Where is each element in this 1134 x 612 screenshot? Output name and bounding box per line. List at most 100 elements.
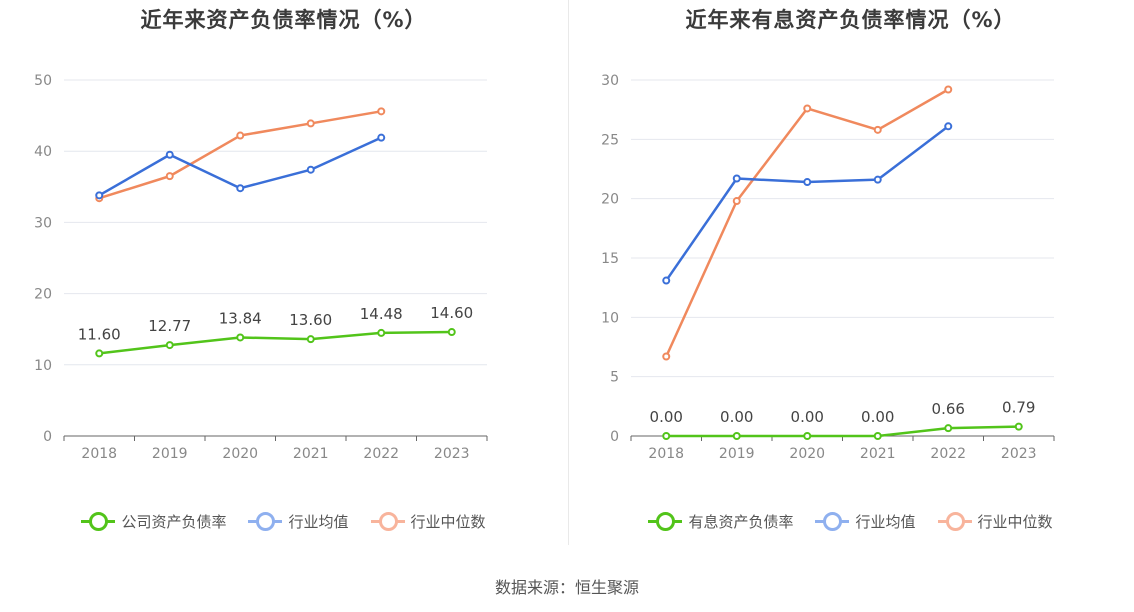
chart-title: 近年来有息资产负债率情况（%）: [685, 8, 1016, 32]
data-point: [944, 424, 953, 433]
data-point: [377, 328, 386, 337]
legend-marker-icon: [815, 510, 850, 532]
data-point: [803, 432, 812, 440]
data-point: [803, 178, 812, 187]
legend-label: 行业均值: [288, 512, 349, 531]
legend-label: 行业均值: [855, 512, 916, 531]
series-line: [666, 425, 1019, 438]
data-point: [732, 432, 741, 440]
data-label: 0.66: [932, 400, 965, 418]
legend-marker-icon: [81, 510, 116, 532]
data-point: [662, 432, 671, 440]
chart-title: 近年来资产负债率情况（%）: [140, 8, 427, 32]
data-label: 14.48: [360, 305, 403, 323]
data-point: [873, 125, 882, 134]
data-label: 0.00: [791, 408, 824, 426]
x-tick-label: 2019: [152, 446, 188, 462]
data-point: [662, 276, 671, 285]
chart-panel-right: 近年来有息资产负债率情况（%） 0 5 10 15 20 25 30 2018 2019 2020…: [567, 0, 1134, 560]
legend-label: 有息资产负债率: [688, 512, 794, 531]
y-tick-label: 30: [601, 73, 619, 89]
series-line: [665, 88, 949, 358]
data-point: [944, 122, 953, 131]
y-tick-label: 25: [601, 132, 619, 148]
y-tick-label: 5: [610, 370, 619, 386]
series-line: [665, 125, 950, 282]
x-tick-label: 2021: [293, 446, 329, 462]
x-tick-label: 2020: [222, 446, 258, 462]
legend: 公司资产负债率 行业均值 行业中位数: [0, 510, 567, 532]
data-point: [732, 197, 741, 206]
data-label: 14.60: [430, 304, 473, 322]
data-point: [236, 184, 245, 193]
data-label: 0.00: [861, 408, 894, 426]
legend-label: 行业中位数: [410, 512, 486, 531]
x-tick-label: 2022: [930, 446, 966, 462]
y-tick-label: 0: [610, 429, 619, 445]
x-tick-label: 2019: [719, 446, 755, 462]
y-tick-label: 30: [34, 215, 52, 231]
x-tick-label: 2022: [363, 446, 399, 462]
chart-panel-left: 近年来资产负债率情况（%） 0 10 20 30 40 50 2018 2019 2020 202…: [0, 0, 567, 560]
data-point: [447, 328, 456, 337]
y-tick-label: 10: [601, 310, 619, 326]
data-point: [95, 191, 104, 200]
x-tick-label: 2023: [434, 446, 470, 462]
data-label: 11.60: [78, 325, 121, 343]
line-chart-interest-bearing-debt-ratio: 0 5 10 15 20 25 30 2018 2019 2020 2021 2022 2023 0.00…: [601, 73, 1055, 462]
legend-item-industry-median[interactable]: 行业中位数: [937, 510, 1053, 532]
data-point: [944, 85, 953, 94]
data-point: [306, 165, 315, 174]
data-point: [236, 131, 245, 140]
y-tick-label: 20: [34, 287, 52, 303]
y-tick-label: 20: [601, 192, 619, 208]
series-line: [99, 330, 452, 355]
y-tick-label: 0: [43, 429, 52, 445]
legend-item-industry-median[interactable]: 行业中位数: [370, 510, 486, 532]
legend-marker-icon: [648, 510, 683, 532]
data-point: [873, 175, 882, 184]
data-point: [95, 349, 104, 358]
data-point: [236, 333, 245, 342]
x-tick-label: 2020: [789, 446, 825, 462]
data-source-note: 数据来源：恒生聚源: [494, 578, 639, 597]
data-point: [662, 352, 671, 361]
data-label: 0.79: [1002, 399, 1035, 417]
data-point: [732, 174, 741, 183]
data-point: [306, 335, 315, 344]
x-tick-label: 2021: [860, 446, 896, 462]
legend-marker-icon: [248, 510, 283, 532]
x-tick-label: 2018: [81, 446, 117, 462]
legend-marker-icon: [370, 510, 405, 532]
legend-label: 公司资产负债率: [121, 512, 227, 531]
data-point: [873, 432, 882, 440]
y-tick-label: 15: [601, 251, 619, 267]
y-tick-label: 10: [34, 358, 52, 374]
data-point: [803, 104, 812, 113]
data-label: 0.00: [720, 408, 753, 426]
data-point: [377, 107, 386, 116]
legend-item-industry-mean[interactable]: 行业均值: [248, 510, 349, 532]
data-point: [1014, 422, 1023, 431]
legend-item-industry-mean[interactable]: 行业均值: [815, 510, 916, 532]
data-point: [165, 150, 174, 159]
data-point: [165, 341, 174, 350]
panel-divider: [568, 0, 569, 545]
legend-label: 行业中位数: [977, 512, 1053, 531]
x-tick-label: 2023: [1001, 446, 1037, 462]
legend-item-company[interactable]: 有息资产负债率: [648, 510, 793, 532]
y-tick-label: 40: [34, 144, 52, 160]
data-label: 13.84: [219, 309, 262, 327]
data-point: [165, 172, 174, 181]
legend-item-company[interactable]: 公司资产负债率: [81, 510, 226, 532]
legend: 有息资产负债率 行业均值 行业中位数: [567, 510, 1134, 532]
data-point: [377, 133, 386, 142]
data-label: 13.60: [289, 311, 332, 329]
data-label: 12.77: [148, 317, 191, 335]
data-label: 0.00: [650, 408, 683, 426]
y-tick-label: 50: [34, 73, 52, 89]
legend-marker-icon: [937, 510, 972, 532]
line-chart-debt-ratio: 0 10 20 30 40 50 2018 2019 2020 2021 2022 2023 11.60…: [34, 73, 488, 462]
data-point: [306, 119, 315, 128]
x-tick-label: 2018: [648, 446, 684, 462]
